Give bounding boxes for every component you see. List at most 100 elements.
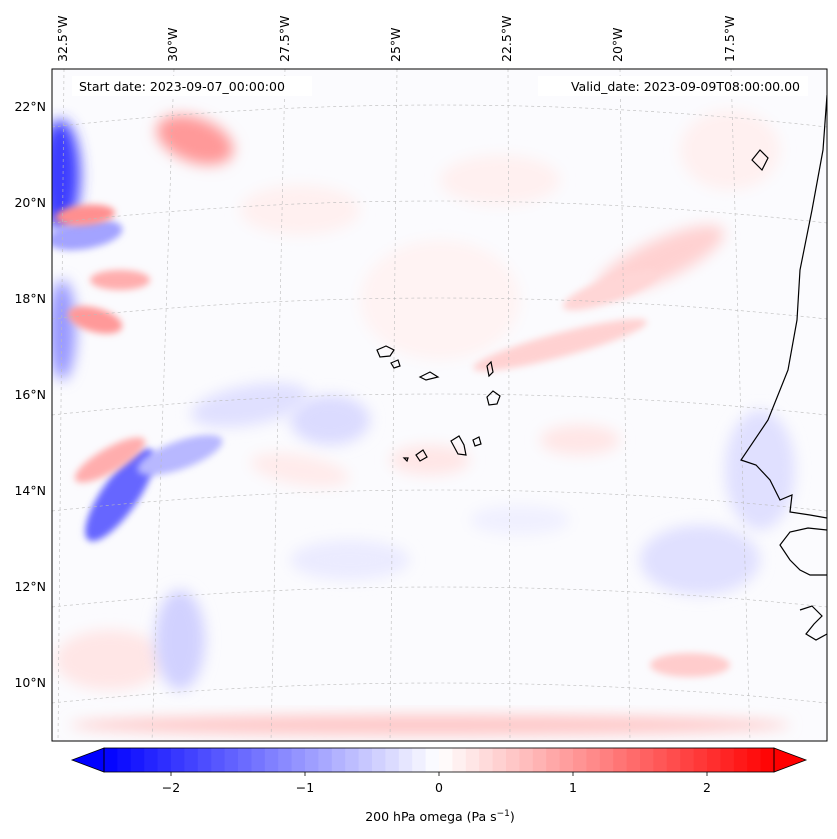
colorbar-bin bbox=[519, 748, 534, 772]
colorbar-bin bbox=[104, 748, 118, 772]
colorbar-bin bbox=[372, 748, 386, 772]
lon-label-27-5w: 27.5°W bbox=[277, 16, 292, 62]
colorbar-bin bbox=[693, 748, 708, 772]
colorbar-bin bbox=[331, 748, 346, 772]
colorbar-bin bbox=[492, 748, 507, 772]
colorbar-bin bbox=[452, 748, 467, 772]
lon-label-32-5w: 32.5°W bbox=[55, 16, 70, 62]
start-date-text: Start date: 2023-09-07_00:00:00 bbox=[79, 79, 285, 94]
coastline bbox=[740, 94, 827, 519]
colorbar-bin bbox=[559, 748, 574, 772]
colorbar-bin bbox=[144, 748, 159, 772]
cbar-tick-2: 2 bbox=[703, 780, 711, 795]
colorbar-bin bbox=[479, 748, 494, 772]
colorbar-bin bbox=[747, 748, 762, 772]
colorbar-bin bbox=[653, 748, 668, 772]
omega-anomaly bbox=[52, 219, 123, 251]
cbar-tick-neg2: −2 bbox=[162, 780, 180, 795]
colorbar-bin bbox=[130, 748, 145, 772]
colorbar-bin bbox=[666, 748, 681, 772]
omega-anomaly bbox=[390, 445, 470, 475]
colorbar-bin bbox=[733, 748, 748, 772]
colorbar-bin bbox=[680, 748, 695, 772]
colorbar-bin bbox=[264, 748, 279, 772]
colorbar-bin bbox=[238, 748, 252, 772]
omega-anomaly bbox=[55, 630, 165, 690]
meridian-line bbox=[57, 69, 65, 741]
lon-label-20w: 20°W bbox=[610, 27, 625, 62]
omega-anomaly bbox=[250, 452, 350, 488]
coastlines bbox=[376, 94, 827, 641]
colorbar-bin bbox=[157, 748, 172, 772]
coastline bbox=[486, 390, 501, 406]
lon-label-30w: 30°W bbox=[165, 27, 180, 62]
colorbar-bin bbox=[573, 748, 587, 772]
omega-anomaly bbox=[70, 715, 790, 735]
colorbar-bin bbox=[707, 748, 721, 772]
meridian-line bbox=[151, 69, 175, 741]
colorbar-bin bbox=[626, 748, 641, 772]
valid-date-annotation: Valid_date: 2023-09-09T08:00:00.00 bbox=[538, 76, 808, 96]
lat-label-16n: 16°N bbox=[14, 387, 46, 402]
omega-anomaly bbox=[52, 280, 76, 380]
colorbar-bin bbox=[171, 748, 185, 772]
graticule bbox=[52, 69, 827, 741]
colorbar-bin bbox=[278, 748, 293, 772]
colorbar-bin bbox=[586, 748, 601, 772]
colorbar-bin bbox=[305, 748, 319, 772]
lat-label-12n: 12°N bbox=[14, 579, 46, 594]
colorbar-bin bbox=[358, 748, 373, 772]
map-plot-area bbox=[51, 68, 828, 742]
valid-date-text: Valid_date: 2023-09-09T08:00:00.00 bbox=[571, 79, 800, 94]
colorbar-bin bbox=[532, 748, 547, 772]
colorbar-bin bbox=[398, 748, 413, 772]
colorbar-bin bbox=[640, 748, 654, 772]
colorbar-extend-min bbox=[70, 747, 105, 773]
omega-anomaly bbox=[137, 434, 223, 476]
coastline bbox=[450, 435, 467, 456]
omega-field bbox=[52, 110, 795, 735]
colorbar-bin bbox=[224, 748, 239, 772]
coastline bbox=[415, 449, 428, 462]
colorbar-bin bbox=[425, 748, 440, 772]
omega-anomaly bbox=[90, 270, 150, 290]
cbar-tick-neg1: −1 bbox=[296, 780, 314, 795]
colorbar-bins bbox=[104, 748, 775, 772]
colorbar-bin bbox=[117, 748, 132, 772]
omega-anomaly bbox=[360, 240, 520, 360]
colorbar-bin bbox=[599, 748, 614, 772]
colorbar-bin bbox=[465, 748, 480, 772]
colorbar-label: 200 hPa omega (Pa s−1) bbox=[365, 809, 515, 824]
omega-anomaly bbox=[240, 185, 360, 235]
omega-anomaly bbox=[156, 115, 234, 165]
colorbar-bin bbox=[439, 748, 453, 772]
omega-anomaly bbox=[190, 382, 310, 428]
lon-label-22-5w: 22.5°W bbox=[499, 16, 514, 62]
omega-anomaly bbox=[55, 204, 115, 226]
coastline bbox=[751, 149, 769, 172]
colorbar-bin bbox=[211, 748, 226, 772]
meridian-line bbox=[619, 69, 631, 741]
omega-anomaly bbox=[562, 269, 658, 311]
omega-anomaly bbox=[74, 437, 146, 483]
lat-label-10n: 10°N bbox=[14, 675, 46, 690]
colorbar-bin bbox=[546, 748, 561, 772]
meridian-line bbox=[389, 69, 398, 741]
lat-label-20n: 20°N bbox=[14, 195, 46, 210]
colorbar-bin bbox=[251, 748, 266, 772]
coastline bbox=[472, 436, 482, 447]
omega-anomaly bbox=[650, 653, 730, 677]
colorbar-bin bbox=[506, 748, 520, 772]
meridian-line bbox=[270, 69, 286, 741]
omega-anomaly bbox=[85, 448, 155, 542]
meridian-line bbox=[730, 69, 751, 741]
omega-anomaly bbox=[290, 540, 410, 580]
meridian-line bbox=[507, 69, 511, 741]
start-date-annotation: Start date: 2023-09-07_00:00:00 bbox=[72, 76, 312, 96]
longitude-labels: 32.5°W 30°W 27.5°W 25°W 22.5°W 20°W 17.5… bbox=[55, 16, 737, 62]
omega-anomaly bbox=[540, 425, 620, 455]
omega-anomaly bbox=[680, 110, 780, 190]
colorbar-bin bbox=[197, 748, 212, 772]
colorbar-bin bbox=[613, 748, 628, 772]
